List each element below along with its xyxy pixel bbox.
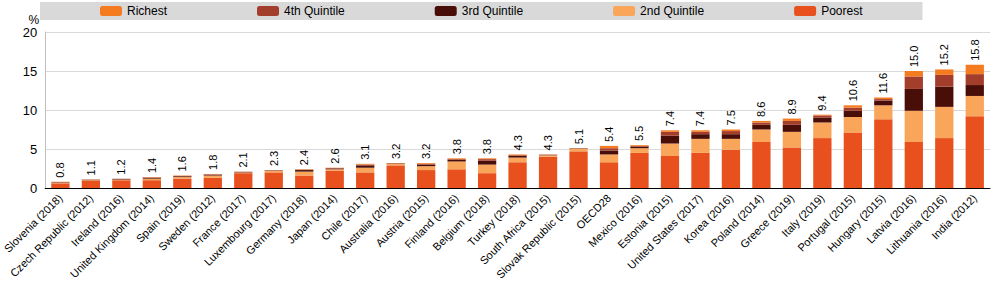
svg-text:5.1: 5.1 <box>573 129 585 144</box>
svg-text:Hungary (2015): Hungary (2015) <box>825 191 888 255</box>
svg-text:15: 15 <box>23 64 37 79</box>
svg-text:United Kingdom (2014): United Kingdom (2014) <box>67 191 157 281</box>
svg-text:Austria (2015): Austria (2015) <box>373 192 430 249</box>
svg-text:3.1: 3.1 <box>359 145 371 160</box>
svg-text:Korea (2016): Korea (2016) <box>681 191 736 246</box>
svg-text:Belgium (2018): Belgium (2018) <box>430 191 492 253</box>
svg-text:3.2: 3.2 <box>390 144 402 159</box>
svg-text:Sweden (2012): Sweden (2012) <box>155 191 217 253</box>
svg-text:11.6: 11.6 <box>877 73 889 94</box>
svg-text:Richest: Richest <box>127 4 168 18</box>
svg-text:Portugal (2015): Portugal (2015) <box>795 191 858 254</box>
svg-text:5.5: 5.5 <box>633 126 645 141</box>
svg-text:1.2: 1.2 <box>115 159 127 174</box>
svg-text:South Africa (2015): South Africa (2015) <box>477 191 553 267</box>
svg-text:7.4: 7.4 <box>694 111 706 126</box>
svg-text:Italy (2019): Italy (2019) <box>779 191 827 240</box>
svg-text:3rd Quintile: 3rd Quintile <box>462 4 524 18</box>
svg-text:Turkey (2018): Turkey (2018) <box>465 192 522 249</box>
svg-text:Lithuania (2016): Lithuania (2016) <box>883 191 949 257</box>
svg-text:Poland (2014): Poland (2014) <box>708 192 765 249</box>
svg-text:Slovenia (2018): Slovenia (2018) <box>1 191 65 255</box>
svg-text:0: 0 <box>30 181 37 196</box>
svg-text:Japan (2014): Japan (2014) <box>284 191 339 246</box>
svg-text:0.8: 0.8 <box>54 162 66 177</box>
svg-text:Estonia (2015): Estonia (2015) <box>615 191 675 251</box>
svg-text:10: 10 <box>23 103 37 118</box>
svg-text:3.2: 3.2 <box>420 144 432 159</box>
svg-text:4.3: 4.3 <box>542 135 554 150</box>
svg-text:15.0: 15.0 <box>908 46 920 67</box>
svg-text:Latvia (2016): Latvia (2016) <box>864 191 918 246</box>
svg-text:Greece (2019): Greece (2019) <box>738 192 797 251</box>
svg-text:Mexico (2016): Mexico (2016) <box>586 192 644 250</box>
svg-text:France (2017): France (2017) <box>190 192 247 249</box>
svg-text:Finland (2016): Finland (2016) <box>402 192 461 251</box>
svg-text:5.4: 5.4 <box>603 127 615 142</box>
svg-text:Slovak Republic (2015): Slovak Republic (2015) <box>494 192 583 281</box>
svg-text:2.4: 2.4 <box>298 150 310 165</box>
svg-text:Germany (2018): Germany (2018) <box>243 191 309 257</box>
svg-text:8.9: 8.9 <box>786 99 798 114</box>
svg-text:India (2012): India (2012) <box>929 192 979 242</box>
svg-text:5: 5 <box>30 142 37 157</box>
svg-text:4th Quintile: 4th Quintile <box>284 4 345 18</box>
svg-text:7.4: 7.4 <box>664 111 676 126</box>
svg-text:8.6: 8.6 <box>755 102 767 117</box>
svg-text:Australia (2016): Australia (2016) <box>336 191 400 256</box>
svg-text:Czech Republic (2012): Czech Republic (2012) <box>7 191 96 280</box>
svg-text:Luxembourg (2017): Luxembourg (2017) <box>201 191 278 268</box>
svg-text:15.2: 15.2 <box>938 44 950 65</box>
svg-text:9.4: 9.4 <box>816 95 828 110</box>
svg-text:10.6: 10.6 <box>847 80 859 101</box>
svg-text:United States (2017): United States (2017) <box>625 191 705 272</box>
svg-text:1.6: 1.6 <box>176 156 188 171</box>
svg-text:15.8: 15.8 <box>969 39 981 60</box>
svg-text:Spain (2019): Spain (2019) <box>133 191 187 245</box>
svg-text:2.6: 2.6 <box>329 148 341 163</box>
svg-text:2.1: 2.1 <box>237 152 249 167</box>
svg-text:1.4: 1.4 <box>146 158 158 173</box>
svg-text:OECD28: OECD28 <box>573 191 614 232</box>
svg-text:Chile (2017): Chile (2017) <box>318 191 370 243</box>
svg-text:Ireland (2016): Ireland (2016) <box>69 192 126 249</box>
svg-text:20: 20 <box>23 25 37 40</box>
svg-text:2nd Quintile: 2nd Quintile <box>640 4 704 18</box>
svg-text:1.1: 1.1 <box>85 160 97 175</box>
svg-text:4.3: 4.3 <box>512 135 524 150</box>
svg-text:Poorest: Poorest <box>821 4 863 18</box>
svg-text:3.8: 3.8 <box>451 139 463 154</box>
svg-text:7.5: 7.5 <box>725 110 737 125</box>
svg-text:3.8: 3.8 <box>481 139 493 154</box>
svg-text:2.3: 2.3 <box>268 151 280 166</box>
svg-text:1.8: 1.8 <box>207 155 219 170</box>
